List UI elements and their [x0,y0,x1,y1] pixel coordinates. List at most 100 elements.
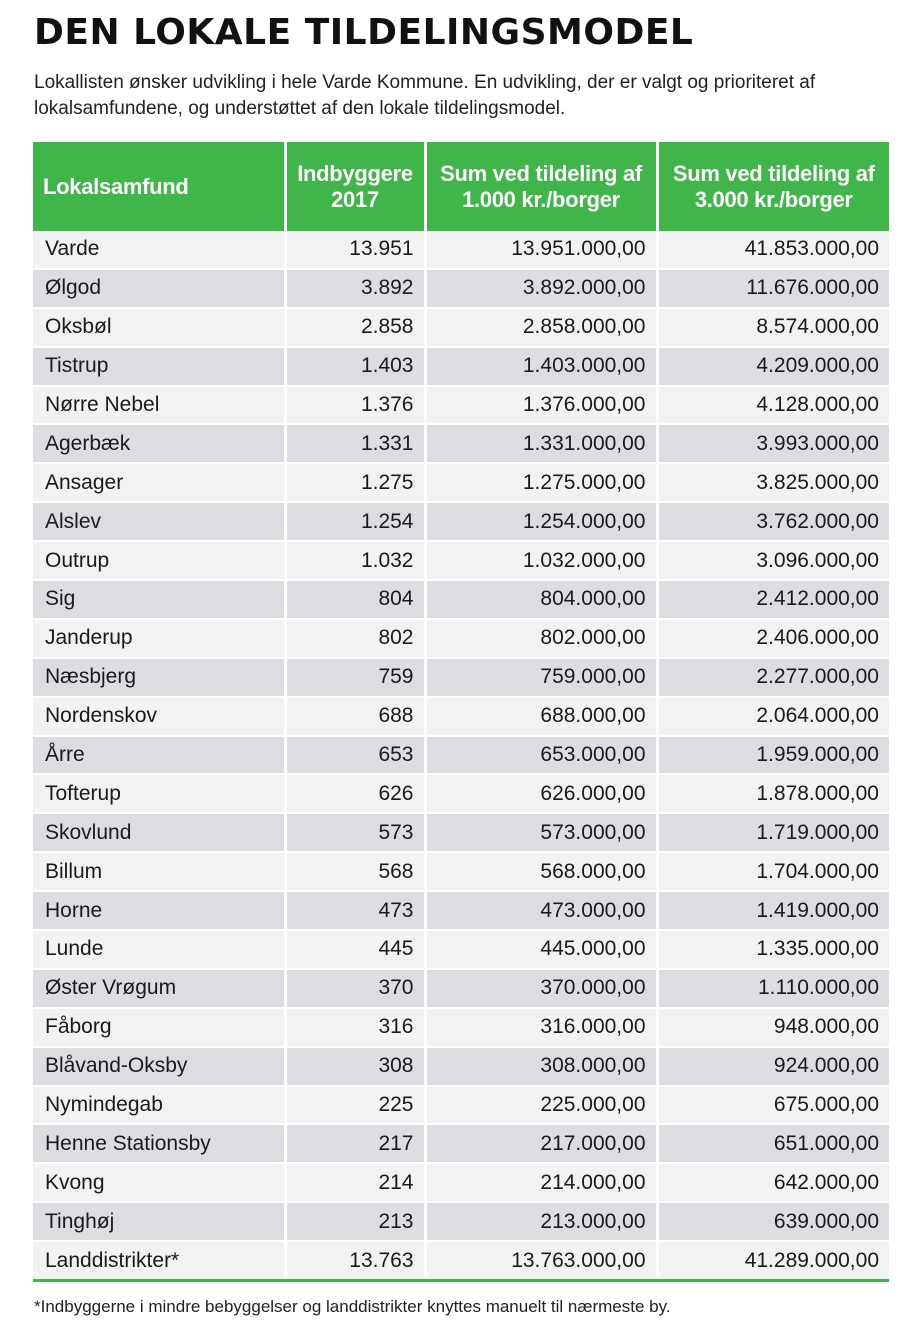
header-lokalsamfund: Lokalsamfund [33,142,287,231]
cell-indbyggere: 13.763 [285,1241,427,1283]
page-title: DEN LOKALE TILDELINGSMODEL [34,12,694,53]
intro-text: Lokallisten ønsker udvikling i hele Vard… [34,72,816,119]
cell-lokalsamfund: Horne [33,891,287,932]
cell-lokalsamfund: Henne Stationsby [33,1124,287,1165]
cell-sum-1000: 214.000,00 [425,1163,659,1204]
cell-lokalsamfund: Næsbjerg [33,657,287,698]
cell-lokalsamfund: Årre [33,735,287,776]
cell-indbyggere: 1.331 [285,424,427,465]
header-indbyggere: Indbyggere 2017 [285,142,427,231]
cell-sum-1000: 213.000,00 [425,1202,659,1243]
cell-sum-1000: 1.032.000,00 [425,541,659,582]
header-sum-1000: Sum ved tildeling af 1.000 kr./borger [425,142,659,231]
cell-sum-3000: 3.096.000,00 [657,541,889,582]
cell-sum-1000: 804.000,00 [425,580,659,620]
allocation-table-container: Lokalsamfund Indbyggere 2017 Sum ved til… [33,142,889,1283]
cell-sum-1000: 802.000,00 [425,618,659,659]
table-row: Oksbøl 2.858 2.858.000,00 8.574.000,00 [33,307,889,348]
cell-sum-3000: 639.000,00 [657,1202,889,1243]
table-row: Nordenskov 688 688.000,00 2.064.000,00 [33,696,889,737]
cell-indbyggere: 316 [285,1007,427,1048]
cell-sum-3000: 675.000,00 [657,1085,889,1126]
cell-sum-1000: 308.000,00 [425,1046,659,1087]
cell-indbyggere: 13.951 [285,231,427,270]
table-row: Skovlund 573 573.000,00 1.719.000,00 [33,813,889,854]
cell-sum-3000: 2.064.000,00 [657,696,889,737]
cell-sum-1000: 568.000,00 [425,852,659,893]
cell-lokalsamfund: Nørre Nebel [33,385,287,426]
table-row: Nymindegab 225 225.000,00 675.000,00 [33,1085,889,1126]
cell-sum-1000: 1.403.000,00 [425,346,659,387]
cell-indbyggere: 568 [285,852,427,893]
cell-indbyggere: 2.858 [285,307,427,348]
cell-sum-3000: 1.959.000,00 [657,735,889,776]
cell-lokalsamfund: Skovlund [33,813,287,854]
cell-lokalsamfund: Billum [33,852,287,893]
cell-sum-1000: 759.000,00 [425,657,659,698]
table-row: Outrup 1.032 1.032.000,00 3.096.000,00 [33,541,889,582]
cell-indbyggere: 3.892 [285,268,427,309]
cell-indbyggere: 1.032 [285,541,427,582]
table-row: Ansager 1.275 1.275.000,00 3.825.000,00 [33,463,889,504]
cell-sum-3000: 1.719.000,00 [657,813,889,854]
cell-indbyggere: 473 [285,891,427,932]
cell-sum-3000: 948.000,00 [657,1007,889,1048]
table-row: Billum 568 568.000,00 1.704.000,00 [33,852,889,893]
cell-lokalsamfund: Nymindegab [33,1085,287,1126]
cell-lokalsamfund: Tistrup [33,346,287,387]
cell-lokalsamfund: Fåborg [33,1007,287,1048]
cell-sum-3000: 41.289.000,00 [657,1241,889,1283]
table-row: Tinghøj 213 213.000,00 639.000,00 [33,1202,889,1243]
cell-sum-3000: 3.993.000,00 [657,424,889,465]
cell-indbyggere: 1.275 [285,463,427,504]
cell-lokalsamfund: Varde [33,231,287,270]
cell-lokalsamfund: Tofterup [33,774,287,815]
cell-indbyggere: 213 [285,1202,427,1243]
cell-lokalsamfund: Lunde [33,930,287,970]
table-row: Agerbæk 1.331 1.331.000,00 3.993.000,00 [33,424,889,465]
cell-indbyggere: 445 [285,930,427,970]
cell-sum-3000: 4.128.000,00 [657,385,889,426]
header-row: Lokalsamfund Indbyggere 2017 Sum ved til… [33,142,889,231]
table-row: Ølgod 3.892 3.892.000,00 11.676.000,00 [33,268,889,309]
cell-sum-1000: 1.331.000,00 [425,424,659,465]
table-row: Landdistrikter* 13.763 13.763.000,00 41.289… [33,1241,889,1283]
header-sum-3000: Sum ved tildeling af 3.000 kr./borger [657,142,889,231]
allocation-table: Lokalsamfund Indbyggere 2017 Sum ved til… [33,142,889,1283]
cell-indbyggere: 759 [285,657,427,698]
table-row: Næsbjerg 759 759.000,00 2.277.000,00 [33,657,889,698]
cell-sum-3000: 642.000,00 [657,1163,889,1204]
cell-lokalsamfund: Oksbøl [33,307,287,348]
cell-sum-3000: 924.000,00 [657,1046,889,1087]
cell-sum-3000: 2.277.000,00 [657,657,889,698]
cell-sum-1000: 688.000,00 [425,696,659,737]
cell-lokalsamfund: Ansager [33,463,287,504]
table-row: Janderup 802 802.000,00 2.406.000,00 [33,618,889,659]
table-row: Kvong 214 214.000,00 642.000,00 [33,1163,889,1204]
cell-indbyggere: 802 [285,618,427,659]
cell-lokalsamfund: Øster Vrøgum [33,968,287,1009]
cell-sum-3000: 1.878.000,00 [657,774,889,815]
cell-lokalsamfund: Janderup [33,618,287,659]
cell-sum-3000: 1.419.000,00 [657,891,889,932]
cell-indbyggere: 308 [285,1046,427,1087]
cell-sum-3000: 651.000,00 [657,1124,889,1165]
cell-indbyggere: 804 [285,580,427,620]
cell-indbyggere: 225 [285,1085,427,1126]
cell-indbyggere: 217 [285,1124,427,1165]
footnote: *Indbyggerne i mindre bebyggelser og lan… [34,1297,671,1316]
cell-lokalsamfund: Landdistrikter* [33,1241,287,1283]
table-row: Øster Vrøgum 370 370.000,00 1.110.000,00 [33,968,889,1009]
table-row: Lunde 445 445.000,00 1.335.000,00 [33,930,889,970]
cell-lokalsamfund: Sig [33,580,287,620]
cell-sum-3000: 3.825.000,00 [657,463,889,504]
cell-indbyggere: 688 [285,696,427,737]
cell-lokalsamfund: Nordenskov [33,696,287,737]
cell-sum-1000: 225.000,00 [425,1085,659,1126]
cell-sum-1000: 13.763.000,00 [425,1241,659,1283]
cell-sum-3000: 2.412.000,00 [657,580,889,620]
table-body: Varde 13.951 13.951.000,00 41.853.000,00 Ølg… [33,231,889,1283]
cell-indbyggere: 573 [285,813,427,854]
cell-sum-1000: 2.858.000,00 [425,307,659,348]
cell-sum-1000: 445.000,00 [425,930,659,970]
